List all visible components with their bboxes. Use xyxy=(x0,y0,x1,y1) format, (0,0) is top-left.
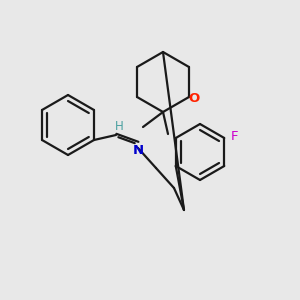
Text: N: N xyxy=(132,145,143,158)
Text: H: H xyxy=(115,119,123,133)
Text: F: F xyxy=(230,130,238,142)
Text: O: O xyxy=(188,92,200,106)
